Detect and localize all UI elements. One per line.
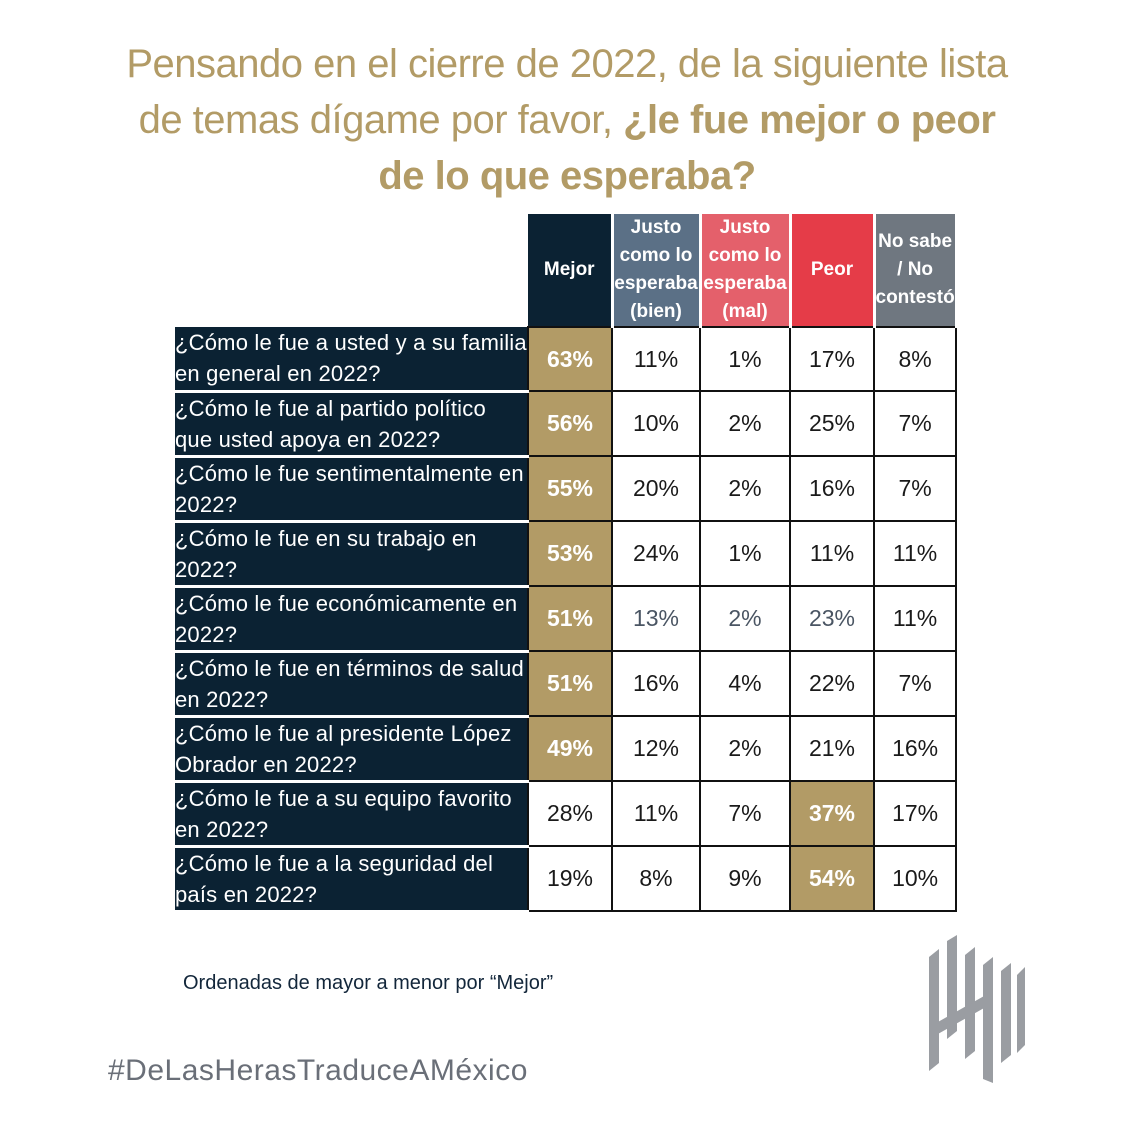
table-row: ¿Cómo le fue en términos de salud en 202… [175, 650, 958, 718]
table-row: ¿Cómo le fue económicamente en 2022? 51% 1… [175, 585, 958, 653]
value-cell: 10% [872, 845, 958, 912]
value-cell: 63% [527, 326, 613, 392]
question-label: ¿Cómo le fue en su trabajo en 2022? [175, 521, 528, 588]
value-cell: 4% [699, 650, 791, 717]
hashtag: #DeLasHerasTraduceAMéxico [108, 1054, 528, 1087]
header-blank [175, 214, 528, 327]
header-peor: Peor [790, 214, 876, 327]
value-cell: 24% [611, 520, 701, 587]
title-line-2-plain: de temas dígame por favor, [138, 98, 624, 142]
value-cell: 8% [872, 326, 958, 392]
header-line: (mal) [722, 301, 768, 322]
table-row: ¿Cómo le fue al presidente López Obrador… [175, 715, 958, 783]
header-no-sabe: No sabe / No contestó [874, 214, 958, 327]
value-cell: 25% [789, 390, 875, 457]
question-label: ¿Cómo le fue a usted y a su familia en g… [175, 327, 528, 393]
header-line: esperaba [614, 273, 698, 294]
value-cell: 37% [789, 780, 875, 847]
table-row: ¿Cómo le fue a su equipo favorito en 202… [175, 780, 958, 848]
value-cell: 2% [699, 585, 791, 652]
value-cell: 56% [527, 390, 613, 457]
value-cell: 2% [699, 455, 791, 522]
value-cell: 28% [527, 780, 613, 847]
value-cell: 53% [527, 520, 613, 587]
value-cell: 7% [872, 455, 958, 522]
question-label: ¿Cómo le fue al presidente López Obrador… [175, 716, 528, 783]
header-line: como lo [708, 245, 782, 266]
header-line: Mejor [543, 259, 595, 280]
question-label: ¿Cómo le fue en términos de salud en 202… [175, 651, 528, 718]
header-justo-bien: Justo como lo esperaba (bien) [612, 214, 702, 327]
question-label: ¿Cómo le fue sentimentalmente en 2022? [175, 456, 528, 523]
question-label: ¿Cómo le fue al partido político que ust… [175, 391, 528, 458]
sort-note: Ordenadas de mayor a menor por “Mejor” [183, 972, 554, 994]
header-line: como lo [619, 245, 693, 266]
chart-title: Pensando en el cierre de 2022, de la sig… [60, 36, 1074, 204]
value-cell: 7% [872, 650, 958, 717]
question-label: ¿Cómo le fue a su equipo favorito en 202… [175, 781, 528, 848]
value-cell: 51% [527, 650, 613, 717]
header-line: esperaba [703, 273, 787, 294]
value-cell: 55% [527, 455, 613, 522]
question-label: ¿Cómo le fue económicamente en 2022? [175, 586, 528, 653]
value-cell: 1% [699, 520, 791, 587]
header-line: No sabe [878, 231, 953, 252]
value-cell: 11% [872, 585, 958, 652]
value-cell: 51% [527, 585, 613, 652]
value-cell: 12% [611, 715, 701, 782]
value-cell: 20% [611, 455, 701, 522]
value-cell: 11% [611, 326, 701, 392]
value-cell: 8% [611, 845, 701, 912]
value-cell: 7% [699, 780, 791, 847]
header-line: (bien) [630, 301, 682, 322]
header-line: Justo [719, 217, 771, 238]
table-row: ¿Cómo le fue al partido político que ust… [175, 390, 958, 458]
header-row: Mejor Justo como lo esperaba (bien) Justo co… [175, 214, 958, 327]
title-line-3-bold: de lo que esperaba? [378, 154, 756, 198]
value-cell: 13% [611, 585, 701, 652]
title-line-1: Pensando en el cierre de 2022, de la sig… [126, 42, 1008, 86]
value-cell: 54% [789, 845, 875, 912]
table-row: ¿Cómo le fue sentimentalmente en 2022? 55… [175, 455, 958, 523]
header-line: contestó [875, 287, 955, 308]
value-cell: 17% [789, 326, 875, 392]
value-cell: 11% [789, 520, 875, 587]
value-cell: 23% [789, 585, 875, 652]
value-cell: 9% [699, 845, 791, 912]
results-table: Mejor Justo como lo esperaba (bien) Justo co… [175, 214, 958, 913]
table-row: ¿Cómo le fue en su trabajo en 2022? 53% 24… [175, 520, 958, 588]
question-label: ¿Cómo le fue a la seguridad del país en … [175, 846, 528, 913]
value-cell: 7% [872, 390, 958, 457]
value-cell: 11% [872, 520, 958, 587]
table-row: ¿Cómo le fue a usted y a su familia en g… [175, 326, 958, 393]
de-las-heras-logo-icon [929, 935, 1025, 1083]
value-cell: 16% [872, 715, 958, 782]
value-cell: 49% [527, 715, 613, 782]
value-cell: 16% [611, 650, 701, 717]
header-line: Justo [630, 217, 682, 238]
value-cell: 2% [699, 715, 791, 782]
value-cell: 11% [611, 780, 701, 847]
header-line: / No [897, 259, 934, 280]
value-cell: 10% [611, 390, 701, 457]
title-line-2-bold: ¿le fue mejor o peor [623, 98, 996, 142]
value-cell: 16% [789, 455, 875, 522]
table-row: ¿Cómo le fue a la seguridad del país en … [175, 845, 958, 913]
header-justo-mal: Justo como lo esperaba (mal) [700, 214, 792, 327]
value-cell: 1% [699, 326, 791, 392]
value-cell: 21% [789, 715, 875, 782]
value-cell: 2% [699, 390, 791, 457]
header-line: Peor [810, 259, 854, 280]
value-cell: 17% [872, 780, 958, 847]
value-cell: 19% [527, 845, 613, 912]
header-mejor: Mejor [528, 214, 614, 327]
value-cell: 22% [789, 650, 875, 717]
